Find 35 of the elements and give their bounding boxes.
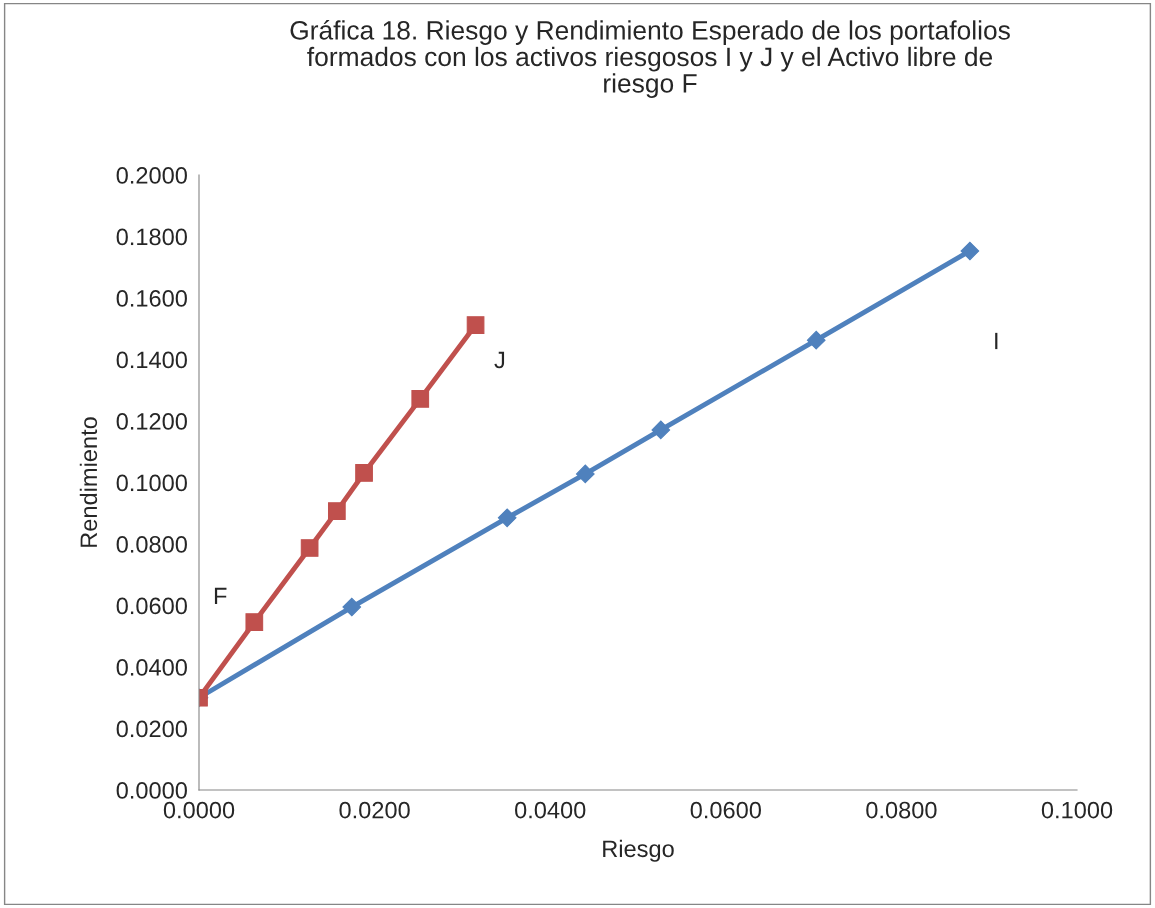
y-tick-label: 0.0000 [116,782,187,799]
annotation: F [214,587,227,605]
point [327,502,346,520]
x-tick-label: 0.0800 [866,801,937,819]
point [342,597,362,617]
y-tick-label: 0.0200 [116,720,187,738]
x-axis-title: Riesgo [603,839,674,862]
x-tick-label: 0.1000 [1041,801,1113,819]
y-tick-label: 0.0400 [116,659,187,676]
point [355,464,373,482]
annotation: J [494,351,505,369]
y-axis-title: Rendimiento [79,417,98,547]
point [575,464,595,484]
annotation: I [995,332,998,350]
point [411,390,430,408]
chart-title: Gráfica 18. Riesgo y Rendimiento Esperado de los portafolios formados con los activos riesgosos I y J y el Activo libre de riesgo F [290,20,1010,98]
y-tick-label: 0.1200 [116,413,187,430]
point [466,316,485,334]
y-tick-label: 0.1800 [116,228,187,246]
x-tick-label: 0.0200 [339,801,410,819]
y-tick-label: 0.1600 [116,290,187,307]
y-tick-label: 0.1400 [116,351,187,369]
y-tick-label: 0.0600 [116,597,187,615]
y-tick-label: 0.2000 [116,167,187,184]
x-tick-label: 0.0000 [163,801,235,819]
point [651,420,671,440]
point [300,539,319,557]
point [960,241,980,261]
y-tick-label: 0.1000 [116,474,187,492]
x-tick-label: 0.0600 [690,801,761,819]
x-tick-label: 0.0400 [515,801,586,819]
point [806,330,826,350]
point [497,508,517,528]
point [245,613,264,631]
y-tick-label: 0.0800 [116,536,187,553]
